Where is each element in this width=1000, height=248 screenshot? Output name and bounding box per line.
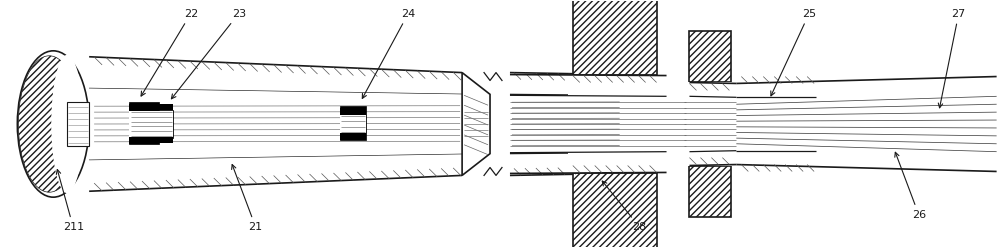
Text: 27: 27	[938, 8, 966, 108]
Ellipse shape	[51, 55, 83, 193]
Text: 23: 23	[171, 8, 246, 99]
Bar	[340, 108, 366, 115]
Ellipse shape	[17, 51, 89, 197]
Polygon shape	[462, 73, 490, 175]
Text: 28: 28	[602, 181, 647, 232]
Bar	[684, 83, 736, 165]
Bar	[340, 106, 366, 140]
Bar	[159, 110, 173, 138]
Bar	[573, 173, 657, 248]
Text: 21: 21	[232, 164, 263, 232]
Polygon shape	[89, 88, 462, 160]
Bar	[340, 133, 366, 140]
Bar	[689, 165, 731, 217]
Polygon shape	[510, 95, 620, 153]
Text: 25: 25	[771, 8, 816, 96]
Bar	[159, 104, 173, 110]
Bar	[129, 104, 159, 111]
Text: 24: 24	[362, 8, 415, 98]
Text: 211: 211	[56, 170, 84, 232]
Bar	[573, 0, 657, 75]
Bar	[129, 137, 159, 144]
Bar	[568, 75, 662, 173]
Text: 26: 26	[895, 152, 926, 220]
Bar	[340, 115, 366, 133]
Bar	[129, 111, 173, 137]
Bar	[159, 137, 173, 143]
Bar	[689, 31, 731, 83]
Bar	[129, 102, 159, 144]
Bar	[67, 102, 89, 146]
Text: 22: 22	[141, 8, 198, 96]
